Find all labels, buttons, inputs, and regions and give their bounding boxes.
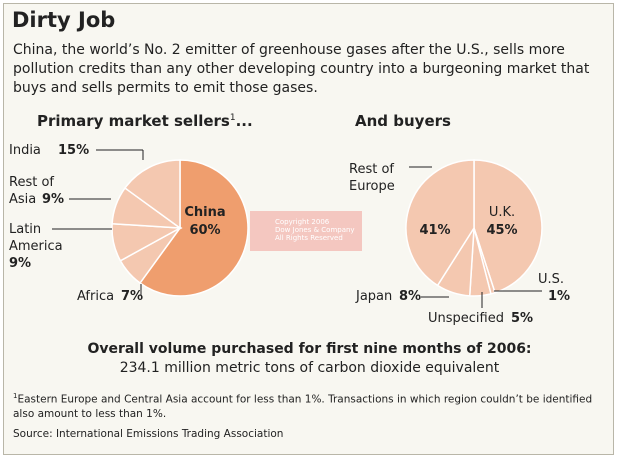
watermark-line: All Rights Reserved — [275, 234, 343, 242]
slice-label-latin-america: America — [9, 239, 63, 254]
watermark-band — [250, 211, 362, 251]
slice-label-latin-america: Latin — [9, 222, 41, 237]
graphic-frame: Dirty Job China, the world’s No. 2 emitt… — [3, 3, 614, 455]
slice-label-japan: Japan — [355, 289, 392, 304]
footnote-marker: 1 — [13, 392, 18, 400]
slice-value-rest-of-europe: 41% — [419, 223, 450, 238]
slice-value-us: 1% — [548, 289, 570, 304]
footnote-text: Eastern Europe and Central Asia account … — [13, 393, 593, 420]
slice-label-rest-of-europe: Rest of — [349, 162, 394, 177]
sellers-footnote-marker: 1 — [229, 113, 236, 123]
buyers-slice-u-k — [473, 159, 543, 294]
buyers-slice-rest-of-europe — [405, 159, 475, 287]
slice-label-africa: Africa — [77, 289, 114, 304]
slice-label-rest-of-asia: Asia — [9, 192, 36, 207]
watermark-line: Dow Jones & Company — [275, 226, 355, 234]
slice-label-rest-of-asia: Rest of — [9, 175, 54, 190]
buyers-labels: U.K. 45% 41% Rest of Europe Japan 8% Uns… — [349, 162, 570, 326]
sellers-heading-text: Primary market sellers — [37, 112, 230, 130]
slice-label-uk: U.K. — [489, 205, 515, 220]
slice-value-india: 15% — [58, 143, 89, 158]
slice-value-latin-america: 9% — [9, 256, 31, 271]
slice-label-india: India — [9, 143, 41, 158]
slice-value-rest-of-asia: 9% — [42, 192, 64, 207]
slice-value-uk: 45% — [486, 223, 517, 238]
sellers-pie — [111, 159, 249, 297]
slice-value-china: 60% — [189, 223, 220, 238]
footnote: 1Eastern Europe and Central Asia account… — [13, 389, 603, 421]
sellers-slice-china — [138, 159, 249, 297]
buyers-pie — [405, 159, 543, 297]
sellers-heading: Primary market sellers1... — [37, 112, 253, 130]
total-value: 234.1 million metric tons of carbon diox… — [119, 360, 500, 376]
graphic-title: Dirty Job — [12, 8, 116, 32]
slice-label-unspecified: Unspecified — [428, 311, 504, 326]
source-note: Source: International Emissions Trading … — [13, 428, 284, 440]
buyers-heading: And buyers — [355, 112, 451, 130]
slice-label-us: U.S. — [538, 272, 564, 287]
slice-label-china: China — [184, 205, 225, 220]
slice-value-africa: 7% — [121, 289, 143, 304]
total-heading: Overall volume purchased for first nine … — [87, 341, 532, 357]
watermark: Copyright 2006 Dow Jones & Company All R… — [250, 211, 362, 251]
intro-text: China, the world’s No. 2 emitter of gree… — [13, 42, 590, 96]
sellers-slice-india — [123, 159, 181, 230]
slice-value-japan: 8% — [399, 289, 421, 304]
sellers-labels: China 60% India 15% Rest of Asia 9% Lati… — [9, 143, 226, 304]
watermark-line: Copyright 2006 — [275, 218, 330, 226]
pie-charts: Copyright 2006 Dow Jones & Company All R… — [9, 143, 570, 326]
slice-label-rest-of-europe: Europe — [349, 179, 395, 194]
slice-value-unspecified: 5% — [511, 311, 533, 326]
sellers-heading-suffix: ... — [235, 112, 253, 130]
